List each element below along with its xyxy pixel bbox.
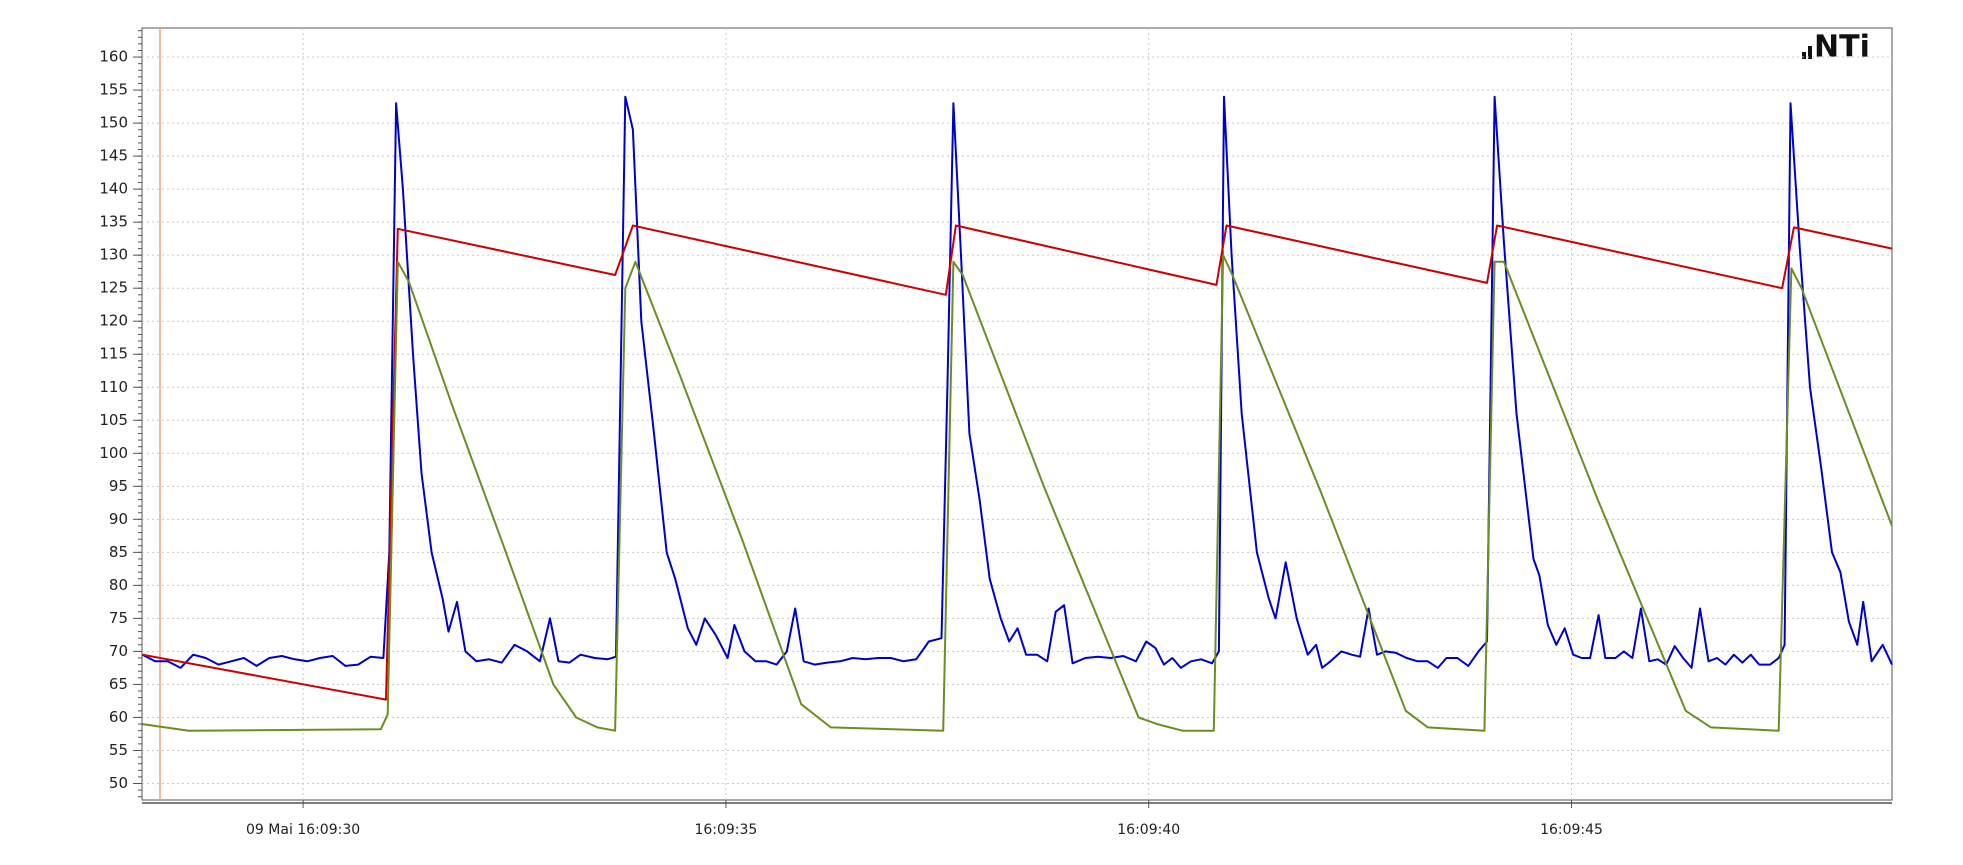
- y-tick-label: 95: [109, 477, 128, 495]
- y-tick-label: 70: [109, 642, 128, 660]
- logo-bar: [1802, 52, 1806, 59]
- y-tick-label: 90: [109, 510, 128, 528]
- logo-text: NTi: [1814, 30, 1870, 65]
- series-line: [142, 254, 1893, 732]
- y-tick-label: 150: [99, 114, 128, 132]
- y-tick-label: 130: [99, 246, 128, 264]
- y-tick-label: 50: [109, 774, 128, 792]
- y-tick-label: 55: [109, 741, 128, 759]
- y-tick-label: 80: [109, 576, 128, 594]
- y-tick-label: 145: [99, 147, 128, 165]
- y-tick-label: 115: [99, 345, 128, 363]
- y-tick-label: 155: [99, 81, 128, 99]
- y-tick-label: 60: [109, 708, 128, 726]
- logo: NTi: [1802, 30, 1870, 65]
- y-tick-label: 125: [99, 279, 128, 297]
- y-tick-label: 65: [109, 675, 128, 693]
- y-tick-label: 75: [109, 609, 128, 627]
- x-tick-label: 16:09:45: [1540, 822, 1603, 838]
- y-tick-label: 85: [109, 543, 128, 561]
- logo-bar: [1808, 46, 1812, 59]
- y-tick-label: 120: [99, 312, 128, 330]
- series-line: [142, 224, 1893, 701]
- x-tick-label: 16:09:40: [1117, 822, 1180, 838]
- y-tick-label: 105: [99, 411, 128, 429]
- y-tick-label: 160: [99, 48, 128, 66]
- x-tick-label: 16:09:35: [694, 822, 757, 838]
- x-tick-label: 09 Mai 16:09:30: [246, 822, 360, 838]
- series-line: [141, 95, 1893, 669]
- y-tick-label: 135: [99, 213, 128, 231]
- y-tick-label: 140: [99, 180, 128, 198]
- y-tick-label: 110: [99, 378, 128, 396]
- y-tick-label: 100: [99, 444, 128, 462]
